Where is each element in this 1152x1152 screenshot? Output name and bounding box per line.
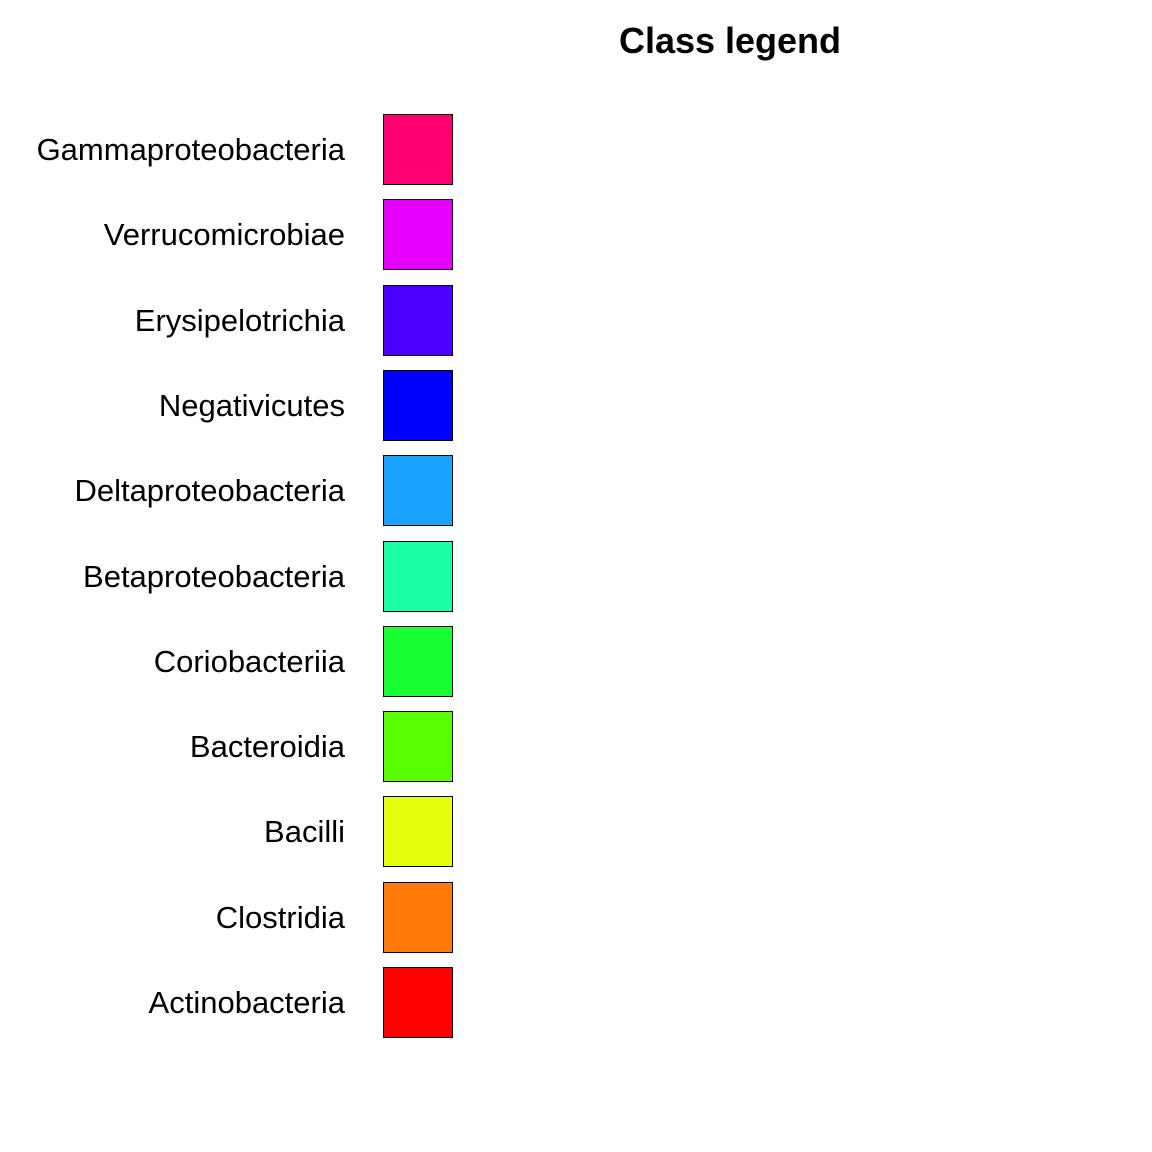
legend-entry-swatch: [383, 625, 453, 697]
legend-entry: Deltaproteobacteria: [0, 455, 470, 527]
legend-entry: Verrucomicrobiae: [0, 199, 470, 271]
legend-entry: Betaproteobacteria: [0, 540, 470, 613]
legend-entry-label: Gammaproteobacteria: [36, 132, 345, 167]
legend-entry-label: Verrucomicrobiae: [103, 217, 345, 253]
legend-entry: Clostridia: [0, 881, 470, 954]
legend-title: Class legend: [618, 20, 842, 61]
legend-entry: Erysipelotrichia: [0, 284, 470, 357]
legend-entry-label: Deltaproteobacteria: [74, 473, 345, 509]
legend-entry-label: Negativicutes: [158, 387, 345, 423]
legend-entry-swatch: [383, 114, 453, 185]
legend-entry: Bacteroidia: [0, 711, 470, 783]
legend-entry-label: Clostridia: [215, 899, 345, 935]
legend-entry-label: Erysipelotrichia: [134, 302, 345, 338]
legend-entry: Actinobacteria: [0, 967, 470, 1039]
legend-entry-label: Bacteroidia: [189, 729, 345, 765]
legend-entry: Negativicutes: [0, 369, 470, 442]
legend-entry: Coriobacteriia: [0, 625, 470, 698]
legend-entry-swatch: [383, 967, 453, 1038]
legend-entry-swatch: [383, 540, 453, 612]
legend-entry-label: Bacilli: [264, 814, 345, 850]
legend-entry-swatch: [383, 711, 453, 783]
legend-entry-swatch: [383, 796, 453, 868]
legend-entry-label: Coriobacteriia: [153, 643, 345, 679]
legend-entry-swatch: [383, 369, 453, 441]
legend-entry-swatch: [383, 284, 453, 356]
legend-entry: Bacilli: [0, 796, 470, 868]
legend-entry-swatch: [383, 199, 453, 271]
legend-entry-swatch: [383, 455, 453, 527]
legend-entry-label: Betaproteobacteria: [83, 558, 345, 594]
legend-entry-label: Actinobacteria: [148, 985, 345, 1020]
legend-entry: Gammaproteobacteria: [0, 114, 470, 186]
legend-entry-swatch: [383, 881, 453, 953]
